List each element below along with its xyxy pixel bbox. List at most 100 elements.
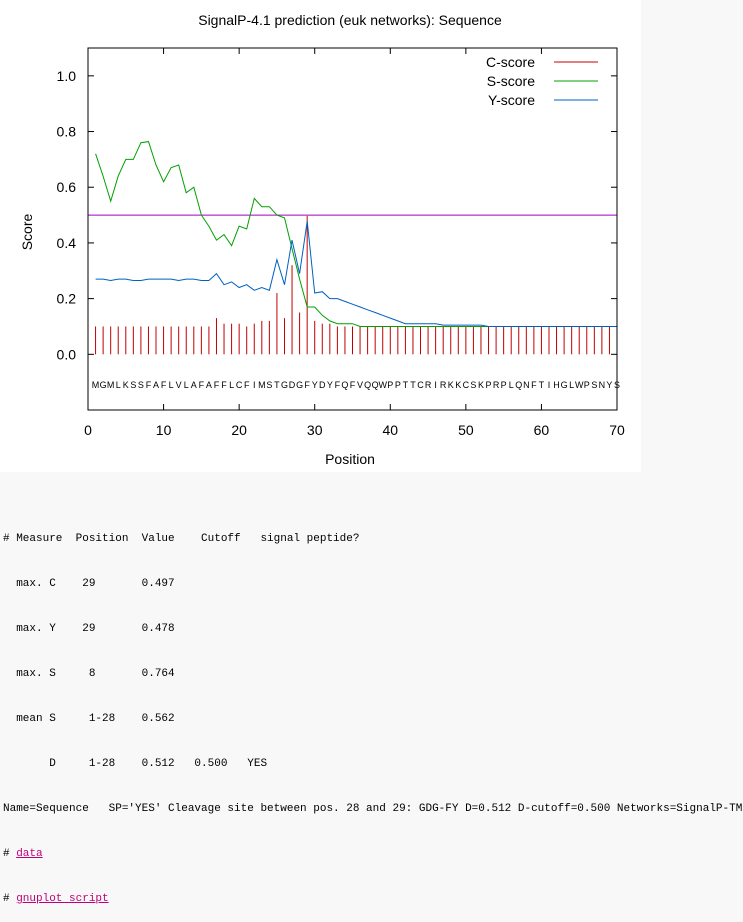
sequence-residue: F <box>199 380 205 390</box>
sequence-residue: K <box>123 380 129 390</box>
sequence-residue: L <box>509 380 514 390</box>
sequence-residue: Q <box>515 380 522 390</box>
y-tick-label: 1.0 <box>57 68 77 84</box>
s-score-line <box>95 141 617 327</box>
y-score-line <box>95 221 617 327</box>
sequence-residue: I <box>434 380 437 390</box>
sequence-residue: N <box>523 380 530 390</box>
sequence-residue: F <box>531 380 537 390</box>
sequence-residue: M <box>107 380 115 390</box>
sequence-residue: F <box>350 380 356 390</box>
sequence-residue: Q <box>372 380 379 390</box>
sequence-residue: S <box>138 380 144 390</box>
sequence-residue: T <box>539 380 545 390</box>
x-tick-label: 50 <box>458 422 474 438</box>
x-tick-label: 20 <box>231 422 247 438</box>
sequence-residue: Y <box>327 380 333 390</box>
sequence-residue: S <box>266 380 272 390</box>
sequence-residue: K <box>455 380 461 390</box>
sequence-residue: D <box>319 380 326 390</box>
sequence-residue: P <box>395 380 401 390</box>
sequence-residue: F <box>214 380 220 390</box>
sequence-residue: G <box>100 380 107 390</box>
y-tick-label: 0.6 <box>57 179 77 195</box>
sequence-residue: D <box>289 380 296 390</box>
sequence-residue: G <box>296 380 303 390</box>
legend: C-score S-score Y-score <box>486 54 598 108</box>
sequence-residue: S <box>591 380 597 390</box>
sequence-residue: F <box>335 380 341 390</box>
sequence-residue: I <box>548 380 551 390</box>
y-tick-label: 0.8 <box>57 124 77 140</box>
legend-label: C-score <box>486 54 535 70</box>
y-tick-label: 0.4 <box>57 235 77 251</box>
sequence-residue: S <box>470 380 476 390</box>
link-prefix: # <box>3 893 17 905</box>
sequence-residue: W <box>378 380 387 390</box>
sequence-residue: C <box>417 380 424 390</box>
sequence-residue: F <box>221 380 227 390</box>
sequence-residue: L <box>229 380 234 390</box>
data-link[interactable]: data <box>16 848 43 860</box>
sequence-residue: F <box>161 380 167 390</box>
plot-area: SignalP-4.1 prediction (euk networks): S… <box>0 0 641 472</box>
data-link-row: # data <box>3 847 742 862</box>
sequence-residue: A <box>153 380 159 390</box>
legend-label: Y-score <box>488 92 535 108</box>
x-tick-label: 30 <box>307 422 323 438</box>
y-tick-label: 0.2 <box>57 291 77 307</box>
results-summary: Name=Sequence SP='YES' Cleavage site bet… <box>3 803 743 815</box>
result-row-max-c: max. C 29 0.497 <box>3 578 175 590</box>
sequence-residue: G <box>561 380 568 390</box>
sequence-residue: L <box>169 380 174 390</box>
x-tick-label: 10 <box>156 422 172 438</box>
sequence-residue: Q <box>364 380 371 390</box>
sequence-residue: H <box>553 380 560 390</box>
sequence-residue: R <box>493 380 500 390</box>
sequence-residue: M <box>92 380 100 390</box>
y-tick-label: 0.0 <box>57 346 77 362</box>
sequence-residue: N <box>599 380 606 390</box>
plot-frame <box>87 47 618 411</box>
sequence-residue: C <box>236 380 243 390</box>
sequence-residue: T <box>410 380 416 390</box>
sequence-residue: K <box>478 380 484 390</box>
sequence-residue: F <box>146 380 152 390</box>
results-panel: # Measure Position Value Cutoff signal p… <box>3 502 742 922</box>
x-tick-label: 60 <box>534 422 550 438</box>
sequence-residue: P <box>486 380 492 390</box>
gnuplot-script-link[interactable]: gnuplot script <box>16 893 109 905</box>
sequence-residue: M <box>258 380 266 390</box>
sequence-residue: T <box>403 380 409 390</box>
sequence-residue: A <box>206 380 212 390</box>
sequence-residue: R <box>440 380 447 390</box>
result-row-max-s: max. S 8 0.764 <box>3 668 175 680</box>
sequence-residue: V <box>357 380 363 390</box>
sequence-residue: F <box>304 380 310 390</box>
y-axis-label: Score <box>19 214 35 251</box>
result-row-mean-s: mean S 1-28 0.562 <box>3 713 175 725</box>
legend-label: S-score <box>487 73 535 89</box>
sequence-residue: T <box>274 380 280 390</box>
x-axis-label: Position <box>325 451 375 467</box>
sequence-residue: P <box>387 380 393 390</box>
x-tick-label: 0 <box>84 422 92 438</box>
results-header: # Measure Position Value Cutoff signal p… <box>3 533 360 545</box>
sequence-residue: L <box>116 380 121 390</box>
signalp-chart: SignalP-4.1 prediction (euk networks): S… <box>19 12 625 467</box>
sequence-residue: A <box>191 380 197 390</box>
sequence-residue: P <box>584 380 590 390</box>
x-tick-label: 70 <box>609 422 625 438</box>
sequence-residue: K <box>448 380 454 390</box>
sequence-residue: V <box>176 380 182 390</box>
sequence-residue: G <box>281 380 288 390</box>
sequence-residue: Q <box>341 380 348 390</box>
sequence-residue: L <box>569 380 574 390</box>
result-row-d: D 1-28 0.512 0.500 YES <box>3 758 268 770</box>
chart-title: SignalP-4.1 prediction (euk networks): S… <box>198 12 502 28</box>
sequence-residue: F <box>244 380 250 390</box>
sequence-residue: S <box>130 380 136 390</box>
sequence-residue: W <box>575 380 584 390</box>
sequence-residue: R <box>425 380 432 390</box>
sequence-residue: I <box>253 380 256 390</box>
